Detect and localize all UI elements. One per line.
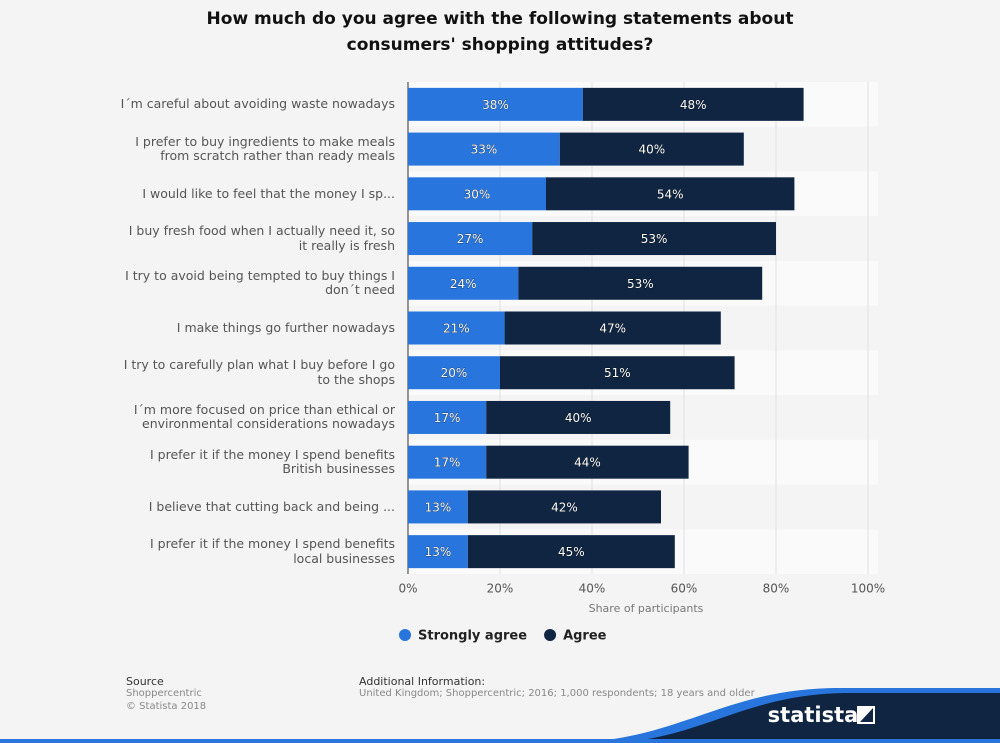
x-tick-label: 0% <box>398 582 417 596</box>
category-label: I prefer to buy ingredients to make meal… <box>135 133 395 164</box>
bar-segment <box>408 222 533 256</box>
footer-wave <box>600 690 1000 743</box>
value-label: 44% <box>574 456 601 470</box>
bar-segment <box>408 356 500 390</box>
x-tick-label: 100% <box>851 582 885 596</box>
source: Shoppercentric <box>126 688 202 699</box>
value-label: 45% <box>558 545 585 559</box>
value-label: 47% <box>599 322 626 336</box>
brand-icon-mark <box>860 708 873 722</box>
category-label: I buy fresh food when I actually need it… <box>128 223 395 253</box>
category-label: I prefer it if the money I spend benefit… <box>150 446 395 477</box>
source-label: Source <box>126 675 164 688</box>
bar-segment <box>408 177 546 211</box>
value-label: 33% <box>471 143 498 157</box>
bar-segment <box>559 132 744 166</box>
value-label: 30% <box>464 187 491 201</box>
category-label: I´m careful about avoiding waste nowaday… <box>120 96 395 112</box>
bar-segment <box>532 222 776 256</box>
value-label: 24% <box>450 277 477 291</box>
bar-segment <box>518 266 763 300</box>
category-label: I´m more focused on price than ethical o… <box>133 401 395 432</box>
category-label: I try to carefully plan what I buy befor… <box>123 357 395 387</box>
x-axis-label: Share of participants <box>589 602 704 615</box>
value-label: 40% <box>565 411 592 425</box>
bar-segment <box>408 490 468 524</box>
bar-segment <box>500 356 735 390</box>
brand: statista <box>768 703 859 727</box>
category-label: I make things go further nowadays <box>176 319 395 335</box>
category-label: I believe that cutting back and being ..… <box>148 498 395 514</box>
bar-segment <box>486 400 671 434</box>
legend-label: Strongly agree <box>418 629 527 644</box>
footer-wave-accent <box>560 688 1000 743</box>
bar-segment <box>408 445 487 479</box>
value-label: 13% <box>425 545 452 559</box>
x-tick-label: 60% <box>671 582 698 596</box>
bar-segment <box>467 535 675 569</box>
bar-segment <box>408 266 519 300</box>
bar-segment <box>408 400 487 434</box>
bar-segment <box>486 445 689 479</box>
value-label: 17% <box>434 411 461 425</box>
value-label: 42% <box>551 500 578 514</box>
bar-segment <box>408 132 560 166</box>
category-label: I would like to feel that the money I sp… <box>142 185 395 201</box>
value-label: 40% <box>638 143 665 157</box>
x-tick-label: 80% <box>763 582 790 596</box>
bar-segment <box>408 311 505 345</box>
footer-line <box>0 739 1000 743</box>
category-label: I try to avoid being tempted to buy thin… <box>125 267 395 298</box>
x-tick-label: 40% <box>579 582 606 596</box>
value-label: 53% <box>641 232 668 246</box>
bar-segment <box>504 311 721 345</box>
bar-segment <box>546 177 795 211</box>
category-label: I prefer it if the money I spend benefit… <box>150 536 395 566</box>
value-label: 21% <box>443 322 470 336</box>
legend-marker <box>544 629 557 641</box>
value-label: 48% <box>680 98 707 112</box>
value-label: 54% <box>657 187 684 201</box>
bar-segment <box>408 87 583 121</box>
legend-marker <box>399 629 411 641</box>
value-label: 38% <box>482 98 509 112</box>
legend-label: Agree <box>563 629 607 644</box>
bar-segment <box>582 87 804 121</box>
value-label: 13% <box>425 500 452 514</box>
copyright: © Statista 2018 <box>126 701 207 712</box>
info-label: Additional Information: <box>359 675 486 688</box>
value-label: 17% <box>434 456 461 470</box>
bar-segment <box>467 490 661 524</box>
chart-title: How much do you agree with the following… <box>206 9 794 55</box>
value-label: 53% <box>627 277 654 291</box>
x-tick-label: 20% <box>487 582 514 596</box>
info: United Kingdom; Shoppercentric; 2016; 1,… <box>359 688 755 699</box>
value-label: 20% <box>441 366 468 380</box>
value-label: 27% <box>457 232 484 246</box>
value-label: 51% <box>604 366 631 380</box>
bar-segment <box>408 535 468 569</box>
